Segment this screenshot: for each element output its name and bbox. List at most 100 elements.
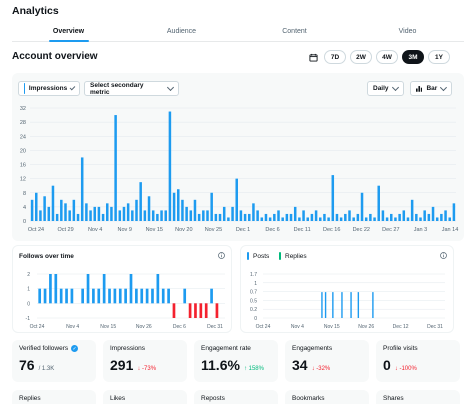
impressions-bar — [448, 217, 451, 221]
follows-bar — [97, 288, 101, 304]
impressions-bar — [306, 217, 309, 221]
range-7d-button[interactable]: 7D — [324, 50, 346, 64]
calendar-icon — [308, 53, 318, 62]
metric-card-replies[interactable]: Replies — [12, 390, 96, 404]
y-tick-label: -1 — [26, 316, 31, 322]
impressions-bar — [30, 199, 34, 221]
metric-card-shares[interactable]: Shares — [376, 390, 460, 404]
range-4w-button[interactable]: 4W — [376, 50, 398, 64]
follows-bar — [183, 288, 187, 304]
posts-chart-panel: Posts Replies 1.7 1 0.7 0.5 0.2 0 Oct 24 Nov 4 N… — [240, 245, 454, 333]
follows-bar — [86, 274, 90, 304]
tab-overview[interactable]: Overview — [12, 22, 125, 42]
metric-delta: ↓ -32% — [311, 366, 331, 372]
impressions-bar — [281, 217, 284, 221]
interval-select[interactable]: Daily — [367, 81, 404, 96]
impressions-bar — [285, 213, 289, 221]
x-tick-label: Dec 11 — [294, 227, 311, 233]
metric-card-impressions[interactable]: Impressions 291 ↓ -73% — [103, 340, 187, 382]
calendar-button[interactable] — [306, 50, 320, 64]
impressions-bar — [193, 199, 197, 221]
impressions-bar — [444, 210, 447, 221]
metric-label: Impressions — [110, 345, 146, 352]
posts-bar — [321, 292, 323, 318]
info-icon[interactable] — [440, 252, 447, 259]
impressions-bar — [335, 213, 339, 221]
impressions-bar — [277, 210, 280, 221]
impressions-bar — [114, 115, 117, 221]
tab-video[interactable]: Video — [398, 28, 417, 35]
impressions-bar — [181, 199, 184, 221]
metric-card-engagements[interactable]: Engagements 34 ↓ -32% — [285, 340, 369, 382]
impressions-bar — [360, 192, 364, 221]
impressions-bar — [101, 213, 105, 221]
impressions-bar — [256, 210, 259, 221]
impressions-bar — [214, 213, 218, 221]
metric-label: Engagement rate — [201, 345, 251, 352]
y-tick-label: 24 — [20, 134, 26, 140]
follows-bar — [145, 288, 149, 304]
metric-card-likes[interactable]: Likes — [103, 390, 187, 404]
follows-bar — [188, 303, 192, 318]
range-1y-button[interactable]: 1Y — [428, 50, 450, 64]
impressions-bar — [168, 111, 172, 221]
impressions-bar — [68, 210, 71, 221]
follows-bar — [70, 288, 74, 304]
impressions-bar — [227, 217, 230, 221]
replies-legend[interactable]: Replies — [279, 250, 311, 262]
impressions-bar — [369, 213, 372, 221]
tab-audience[interactable]: Audience — [166, 28, 197, 35]
chart-type-select[interactable]: Bar — [410, 81, 452, 96]
range-2w-button[interactable]: 2W — [350, 50, 372, 64]
impressions-bar — [210, 192, 213, 221]
follows-bar — [210, 288, 213, 304]
impressions-bar — [85, 203, 88, 221]
posts-bar — [372, 292, 374, 318]
section-title: Account overview — [12, 51, 98, 62]
impressions-bar — [264, 213, 268, 221]
metric-card-profile-visits[interactable]: Profile visits 0 ↓ -100% — [376, 340, 460, 382]
impressions-chart-panel: Impressions Select secondary metric Dail… — [12, 73, 464, 241]
posts-legend[interactable]: Posts — [247, 250, 273, 262]
info-icon[interactable] — [218, 252, 225, 259]
follows-bar — [199, 303, 203, 318]
bar-chart-icon — [416, 86, 423, 92]
range-3m-button[interactable]: 3M — [402, 50, 424, 64]
primary-metric-select[interactable]: Impressions — [18, 81, 80, 96]
impressions-bar — [381, 210, 385, 221]
metric-card-bookmarks[interactable]: Bookmarks — [285, 390, 369, 404]
metric-card-reposts[interactable]: Reposts — [194, 390, 278, 404]
impressions-bar — [164, 210, 167, 221]
impressions-bar — [93, 206, 96, 221]
impressions-bar — [222, 206, 226, 221]
primary-metric-label: Impressions — [28, 85, 68, 92]
x-tick-label: Oct 29 — [57, 227, 73, 233]
y-tick-label: 20 — [20, 148, 26, 154]
metric-card-verified-followers[interactable]: Verified followers ✓ 76 / 1.3K — [12, 340, 96, 382]
metric-label-row: Verified followers ✓ — [19, 345, 89, 352]
x-tick-label: Dec 16 — [323, 227, 340, 233]
x-tick-label: Oct 24 — [28, 227, 44, 233]
metric-card-engagement-rate[interactable]: Engagement rate 11.6% ↑ 158% — [194, 340, 278, 382]
tab-content[interactable]: Content — [282, 28, 307, 35]
impressions-bar — [344, 213, 347, 221]
impressions-bar — [390, 213, 393, 221]
x-tick-label: Nov 4 — [66, 324, 79, 330]
impressions-bar — [89, 210, 92, 221]
impressions-bar — [352, 217, 355, 221]
metric-value: 0 — [383, 357, 391, 373]
metric-value-row: 0 ↓ -100% — [383, 357, 453, 373]
impressions-bar — [126, 203, 130, 221]
x-tick-label: Jan 14 — [442, 227, 459, 233]
y-tick-label: 1 — [27, 287, 30, 293]
impressions-bar — [39, 210, 42, 221]
impressions-bar — [298, 217, 301, 221]
impressions-bar — [323, 213, 326, 221]
metric-value-row: 34 ↓ -32% — [292, 357, 362, 373]
replies-swatch — [279, 252, 281, 260]
x-tick-label: Dec 6 — [265, 227, 279, 233]
posts-swatch — [247, 252, 249, 260]
impressions-bar — [151, 210, 155, 221]
impressions-bar — [197, 213, 201, 221]
secondary-metric-select[interactable]: Select secondary metric — [84, 81, 179, 96]
